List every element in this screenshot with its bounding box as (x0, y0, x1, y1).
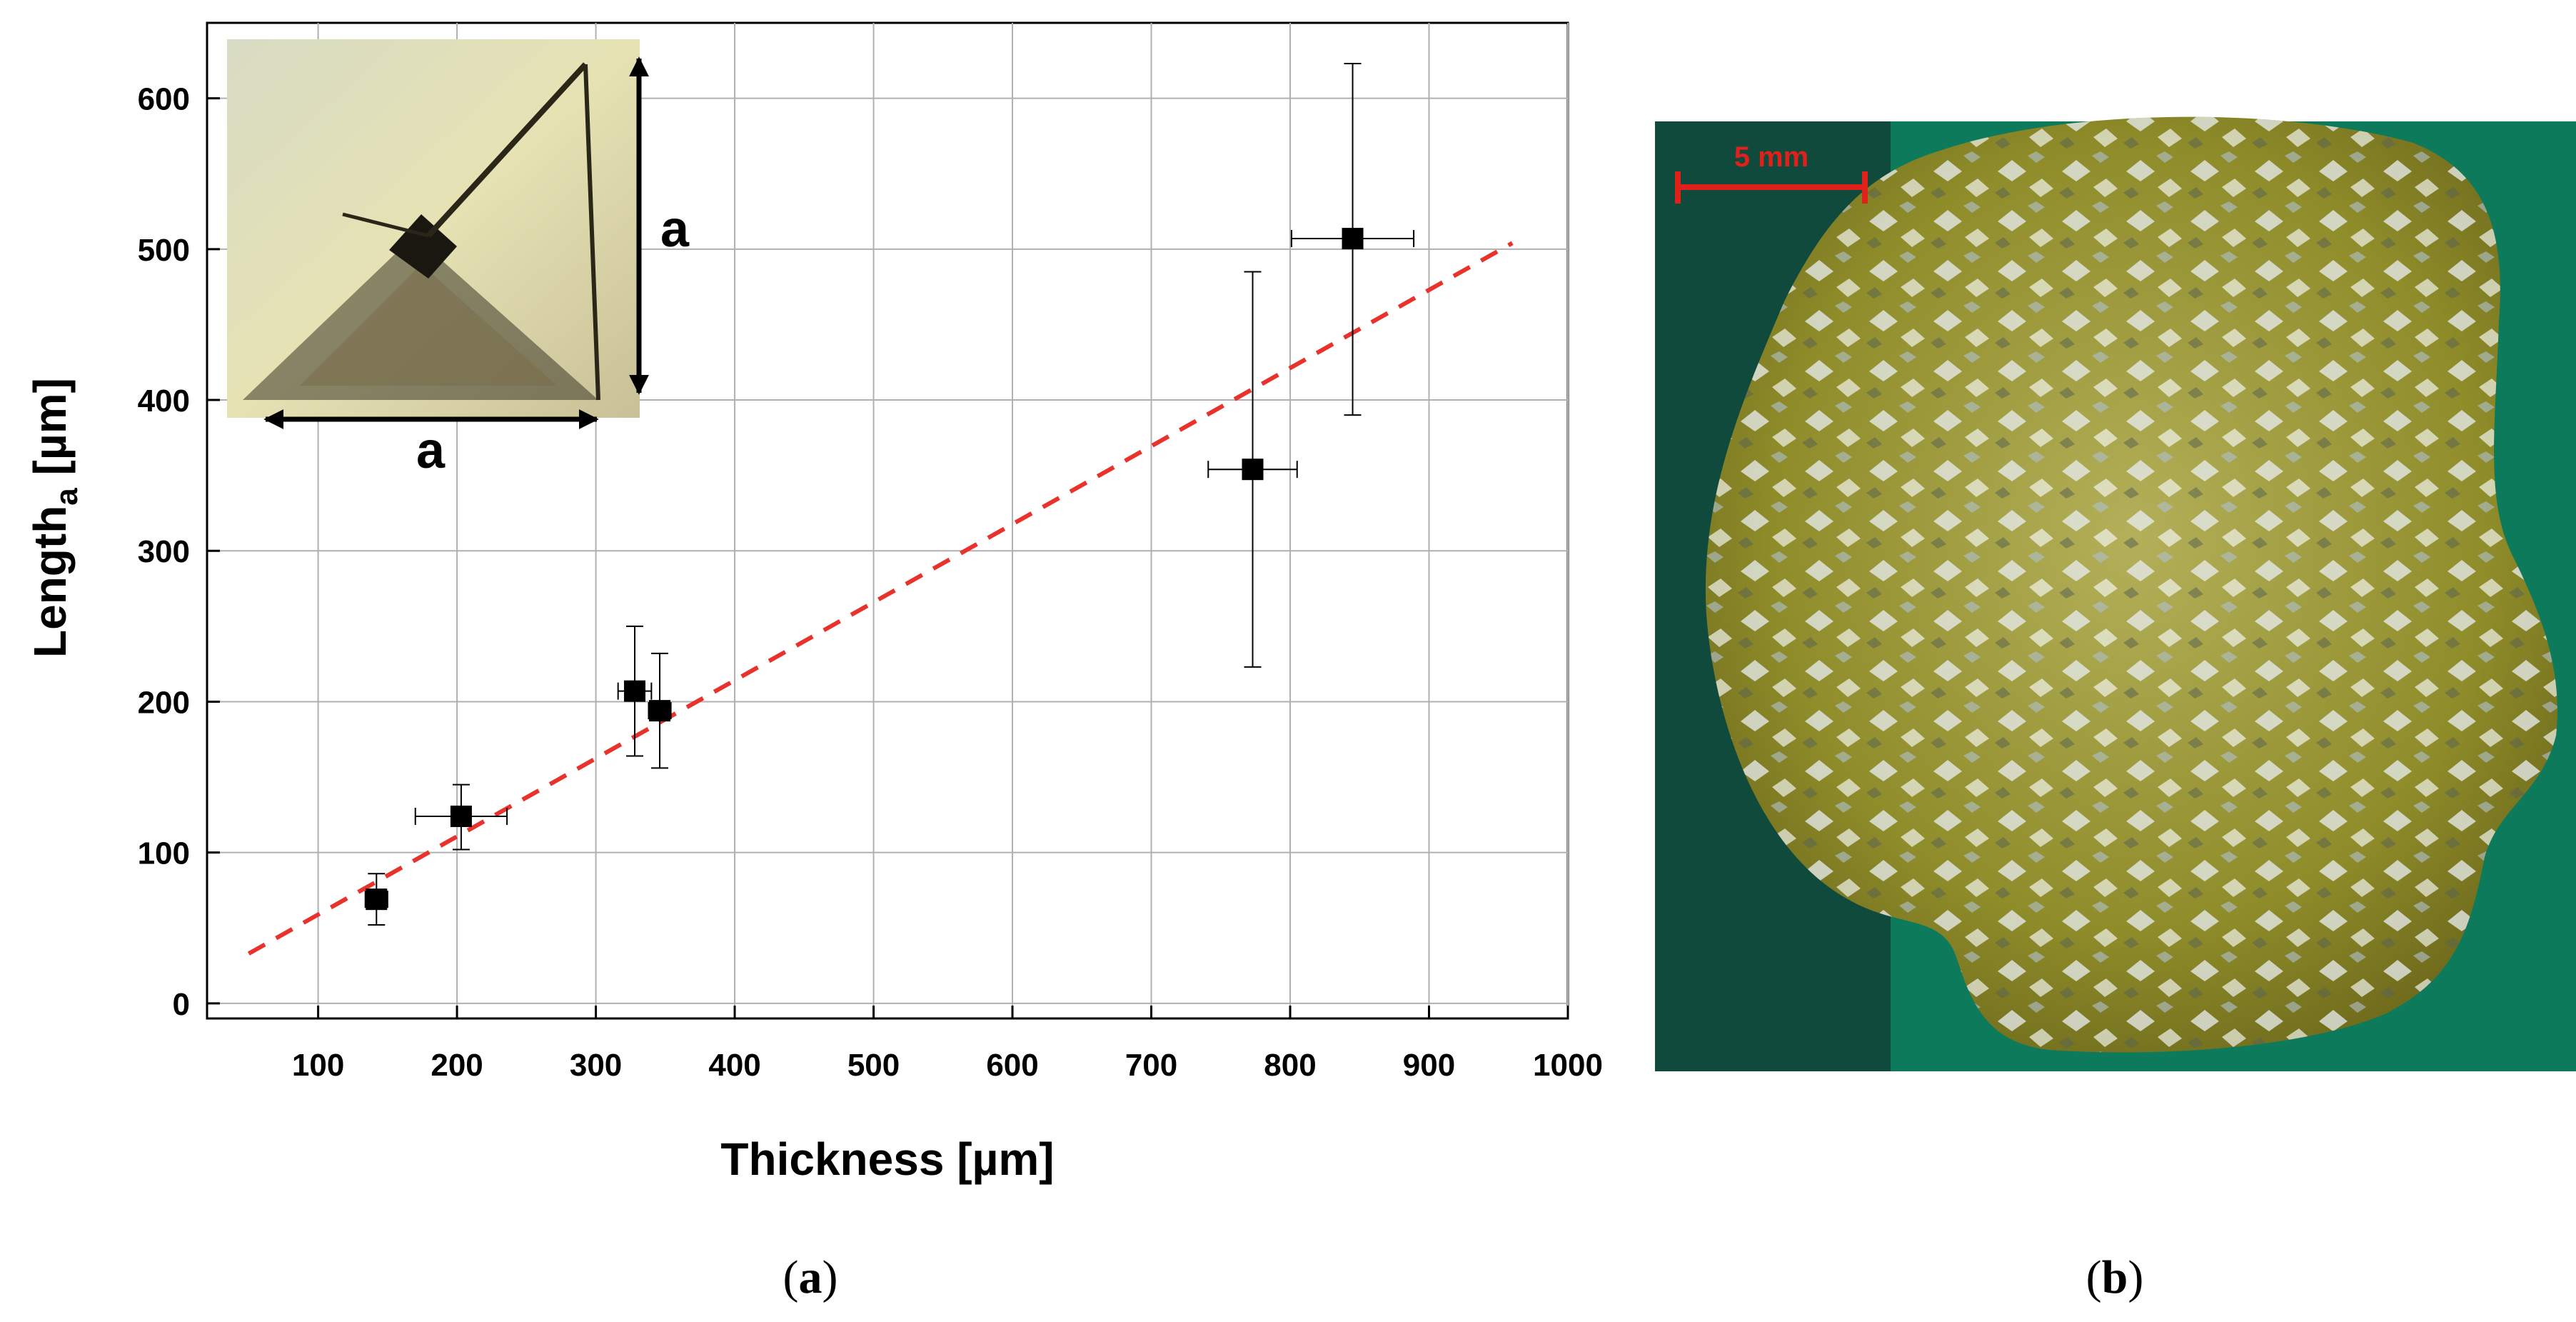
axis-ticks (207, 97, 1569, 1018)
y-axis-title-unit: [µm] (24, 378, 76, 488)
y-axis-title-subscript: a (49, 488, 84, 506)
tick-labels: 100 200 300 400 500 600 700 800 900 1000 0 100 200 30… (138, 82, 1603, 1083)
y-tick-label: 500 (138, 233, 190, 268)
y-tick-label: 0 (173, 987, 190, 1022)
caption-a-open: ( (783, 1251, 799, 1303)
data-point (1342, 228, 1364, 250)
inset-edge-right (583, 64, 600, 401)
crystal-facets (1705, 116, 2557, 1053)
x-tick-label: 700 (1125, 1048, 1177, 1083)
inset-pit (389, 214, 457, 279)
chart-panel-a: 100 200 300 400 500 600 700 800 900 1000 0 100 200 30… (24, 21, 1603, 1303)
data-point (1242, 459, 1264, 481)
caption-a: (a) (783, 1251, 838, 1303)
y-axis-title: Lengtha [µm] (24, 378, 84, 658)
y-tick-label: 300 (138, 534, 190, 569)
x-tick-label: 900 (1403, 1048, 1455, 1083)
x-tick-label: 300 (570, 1048, 622, 1083)
x-tick-label: 1000 (1533, 1048, 1603, 1083)
x-tick-label: 600 (986, 1048, 1038, 1083)
grid (207, 23, 1569, 1018)
caption-b-open: ( (2086, 1251, 2102, 1303)
scale-bar-label: 5 mm (1734, 141, 1809, 173)
y-tick-label: 200 (138, 685, 190, 720)
data-point (649, 700, 671, 722)
caption-a-letter: a (799, 1251, 822, 1303)
caption-b-letter: b (2102, 1251, 2128, 1303)
x-tick-label: 500 (847, 1048, 900, 1083)
x-tick-label: 200 (431, 1048, 483, 1083)
caption-b: (b) (2086, 1251, 2144, 1303)
y-tick-label: 600 (138, 82, 190, 117)
y-tick-label: 100 (138, 836, 190, 871)
photo-panel-b: 5 mm (b) (1655, 116, 2576, 1303)
inset-pyramid-face (300, 264, 557, 386)
caption-a-close: ) (822, 1251, 838, 1303)
fit-line (247, 241, 1514, 956)
caption-b-close: ) (2128, 1251, 2143, 1303)
x-axis-title: Thickness [µm] (720, 1133, 1054, 1185)
data-point (624, 680, 646, 702)
x-tick-label: 400 (708, 1048, 760, 1083)
data-markers (366, 228, 1364, 911)
dimension-label-bottom: a (416, 422, 446, 479)
fit-line-group (247, 241, 1514, 956)
inset-diagonal (426, 62, 588, 238)
inset-micrograph: a a (227, 39, 690, 479)
inset-spike (342, 212, 429, 238)
y-axis-title-main: Length (24, 506, 76, 658)
x-tick-label: 800 (1264, 1048, 1316, 1083)
dimension-label-right: a (660, 201, 690, 258)
data-point (366, 888, 388, 911)
data-point (450, 805, 472, 827)
x-tick-label: 100 (292, 1048, 344, 1083)
y-tick-label: 400 (138, 384, 190, 419)
